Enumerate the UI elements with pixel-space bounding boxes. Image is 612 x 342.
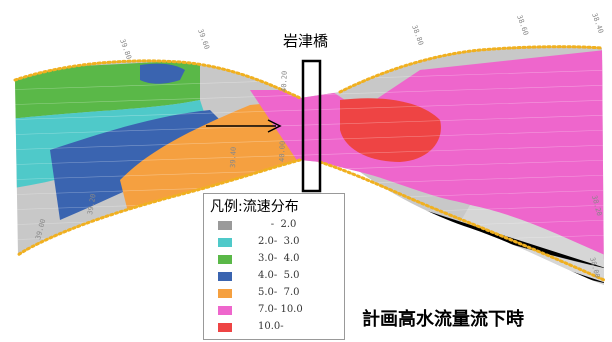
station-label: 39.80 <box>118 38 133 61</box>
legend-swatch <box>218 272 232 281</box>
legend-swatch <box>218 221 232 230</box>
legend-item: 10.0- <box>218 321 342 335</box>
left-bank-lower <box>16 158 302 257</box>
legend-range: 2.0- 3.0 <box>258 236 300 247</box>
legend-range: - 2.0 <box>258 219 297 230</box>
legend-swatch <box>218 238 232 247</box>
legend-range: 10.0- <box>258 321 284 332</box>
caption: 計画高水流量流下時 <box>362 309 524 330</box>
legend-item: 7.0- 10.0 <box>218 304 342 318</box>
legend-title: 凡例:流速分布 <box>210 199 299 215</box>
station-label: 38.60 <box>515 14 530 37</box>
bridge-outline <box>301 59 322 193</box>
station-label: 39.20 <box>86 193 98 215</box>
legend-item: 2.0- 3.0 <box>218 236 342 250</box>
legend-item: - 2.0 <box>218 219 342 233</box>
legend-range: 7.0- 10.0 <box>258 304 303 315</box>
flow-arrow <box>206 119 282 133</box>
legend-item: 3.0- 4.0 <box>218 253 342 267</box>
legend-range: 5.0- 7.0 <box>258 287 300 298</box>
right-bank-upper <box>338 45 604 94</box>
station-label: 39.40 <box>229 147 238 168</box>
station-label: 38.40 <box>590 12 605 35</box>
legend-range: 3.0- 4.0 <box>258 253 300 264</box>
bridge-name: 岩津橋 <box>283 32 329 50</box>
station-label: 40.00 <box>278 141 287 162</box>
right-bank-lower <box>318 160 606 282</box>
bank-lines <box>13 45 606 282</box>
legend-item: 4.0- 5.0 <box>218 270 342 284</box>
station-label: 38.80 <box>410 24 425 47</box>
legend-swatch <box>218 306 232 315</box>
station-label: 39.60 <box>196 28 211 51</box>
legend-range: 4.0- 5.0 <box>258 270 300 281</box>
left-bank-upper <box>13 59 302 100</box>
legend-swatch <box>218 289 232 298</box>
legend-swatch <box>218 255 232 264</box>
station-label: 40.20 <box>280 71 289 92</box>
legend: 凡例:流速分布 - 2.0 2.0- 3.0 3.0- 4.0 4.0- 5.0… <box>203 193 345 340</box>
legend-swatch <box>218 323 232 332</box>
legend-item: 5.0- 7.0 <box>218 287 342 301</box>
